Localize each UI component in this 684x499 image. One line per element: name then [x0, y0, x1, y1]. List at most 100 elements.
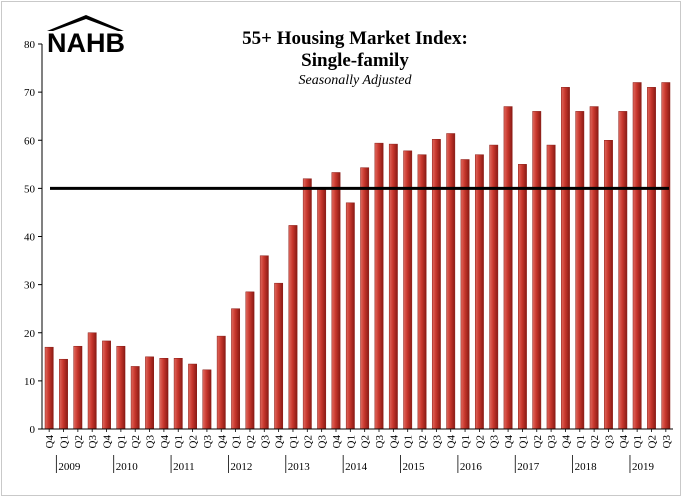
y-axis: 0 10 20 30 40 50 60 70 80: [24, 39, 43, 436]
chart-subtitle: Seasonally Adjusted: [299, 73, 413, 88]
year-label: 2011: [173, 461, 195, 473]
x-tick-label: Q4: [102, 435, 114, 449]
x-tick-label: Q1: [288, 435, 300, 448]
bar: [116, 345, 126, 430]
x-tick-label: Q2: [646, 435, 658, 448]
logo-roof-icon: [47, 15, 124, 31]
x-tick-label: Q1: [575, 435, 587, 448]
bar: [102, 340, 111, 430]
x-tick-label: Q1: [403, 435, 415, 448]
bar: [474, 154, 484, 430]
bar: [59, 358, 68, 430]
bar: [188, 363, 197, 430]
x-tick-label: Q4: [159, 435, 171, 449]
x-tick-label: Q2: [188, 435, 200, 448]
bar: [575, 111, 585, 430]
x-tick-label: Q2: [245, 435, 257, 448]
bar: [417, 154, 427, 430]
x-tick-label: Q2: [360, 435, 372, 448]
bar: [288, 225, 298, 430]
bar: [431, 139, 441, 430]
x-tick-label: Q1: [59, 435, 71, 448]
bar: [173, 358, 183, 430]
bar: [145, 356, 154, 430]
bar: [532, 111, 542, 430]
nahb-logo: NAHB: [47, 15, 125, 58]
y-tick-label: 80: [24, 39, 36, 51]
bar: [274, 282, 284, 430]
x-tick-label: Q1: [517, 435, 529, 448]
x-tick-label: Q2: [532, 435, 544, 448]
y-tick-label: 50: [24, 183, 36, 195]
x-axis: Q4 Q1 Q2 Q3 Q4 Q1 Q2 Q3 Q4 Q1 Q2 Q3 Q4 Q1 Q2 Q3 Q4 Q1 Q2 Q3…: [42, 428, 673, 473]
bar: [632, 82, 642, 430]
bar: [647, 87, 656, 430]
x-tick-label: Q3: [145, 435, 157, 449]
y-tick-label: 70: [24, 87, 36, 99]
x-tick-label: Q3: [431, 435, 443, 449]
x-tick-label: Q4: [331, 435, 343, 449]
x-tick-label: Q1: [116, 435, 128, 448]
bar: [561, 87, 570, 430]
y-tick-label: 30: [24, 280, 36, 292]
x-tick-label: Q4: [388, 435, 400, 449]
x-tick-label: Q3: [374, 435, 386, 449]
bar: [604, 140, 613, 430]
y-tick-label: 60: [24, 135, 36, 147]
x-tick-label: Q1: [460, 435, 472, 448]
x-tick-label: Q1: [173, 435, 185, 448]
y-tick-label: 10: [24, 376, 36, 388]
bars: [44, 82, 671, 430]
x-tick-label: Q1: [345, 435, 357, 448]
x-tick-label: Q3: [87, 435, 99, 449]
bar: [73, 345, 83, 430]
bar: [589, 106, 599, 430]
bar: [460, 159, 470, 430]
bar: [130, 366, 140, 430]
x-tick-label: Q4: [44, 435, 56, 449]
bar: [259, 255, 269, 430]
bar: [331, 172, 341, 430]
x-tick-label: Q4: [560, 435, 572, 449]
x-tick-label: Q3: [259, 435, 271, 449]
bar: [245, 291, 255, 430]
bar: [87, 332, 97, 430]
x-tick-label: Q2: [417, 435, 429, 448]
x-tick-label: Q4: [503, 435, 515, 449]
bar: [231, 308, 241, 430]
x-tick-label: Q1: [632, 435, 644, 448]
x-tick-label: Q3: [202, 435, 214, 449]
x-tick-label: Q3: [317, 435, 329, 449]
year-label: 2009: [58, 461, 80, 473]
bar: [503, 106, 513, 430]
bar: [44, 346, 54, 430]
y-tick-label: 40: [24, 232, 36, 244]
bar: [374, 142, 384, 430]
x-tick-label: Q2: [302, 435, 314, 448]
x-tick-label: Q3: [603, 435, 615, 449]
x-tick-label: Q2: [474, 435, 486, 448]
x-tick-label: Q4: [446, 435, 458, 449]
logo-text: NAHB: [47, 28, 125, 58]
bar: [618, 111, 628, 430]
bar: [661, 82, 671, 430]
bar: [302, 178, 312, 430]
bar: [403, 150, 413, 430]
year-label: 2019: [632, 461, 655, 473]
chart-title-line2: Single-family: [301, 50, 409, 71]
year-label: 2016: [460, 461, 483, 473]
x-tick-label: Q4: [618, 435, 630, 449]
bar: [216, 335, 226, 430]
x-tick-label: Q4: [274, 435, 286, 449]
x-tick-label: Q2: [73, 435, 85, 448]
x-tick-label: Q1: [231, 435, 243, 448]
year-label: 2018: [575, 461, 598, 473]
bar: [202, 369, 212, 430]
x-tick-label: Q2: [130, 435, 142, 448]
year-label: 2013: [288, 461, 311, 473]
year-label: 2015: [403, 461, 426, 473]
bar: [345, 202, 355, 430]
